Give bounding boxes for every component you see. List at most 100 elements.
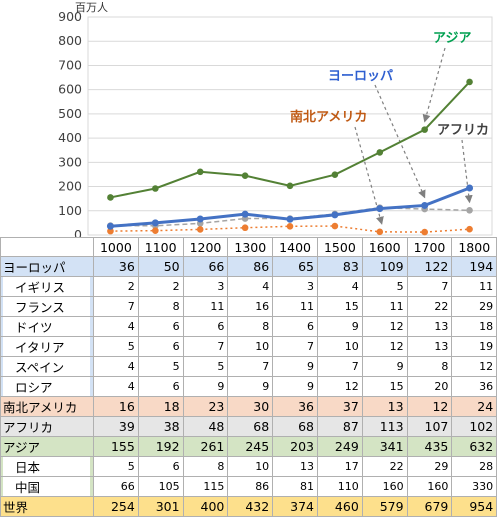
value-cell: 86: [227, 256, 274, 278]
value-cell: 9: [316, 316, 363, 338]
value-cell: 36: [272, 396, 318, 418]
value-cell: 12: [361, 336, 408, 358]
row-label: 中国: [0, 476, 94, 498]
value-cell: 122: [406, 256, 453, 278]
value-cell: 4: [316, 276, 363, 298]
table-row: 中国 66 105 115 86 81 110 160 160 330: [0, 476, 497, 498]
value-cell: 13: [361, 396, 408, 418]
table-row: アジア 155 192 261 245 203 249 341 435 632: [0, 436, 497, 458]
value-cell: 4: [93, 356, 139, 378]
value-cell: 301: [137, 496, 184, 517]
value-cell: 7: [406, 276, 453, 298]
value-cell: 11: [451, 276, 497, 298]
value-cell: 66: [93, 476, 139, 498]
value-cell: 18: [137, 396, 184, 418]
value-cell: 249: [316, 436, 363, 458]
value-cell: 5: [93, 456, 139, 478]
value-cell: 36: [93, 256, 139, 278]
value-cell: 12: [406, 396, 453, 418]
year-header-cell: 1100: [137, 236, 184, 258]
row-label-text: イギリス: [3, 277, 90, 296]
value-cell: 87: [316, 416, 363, 438]
year-header-cell: 1000: [93, 236, 139, 258]
year-header-cell: 1500: [316, 236, 363, 258]
value-cell: 5: [137, 356, 184, 378]
value-cell: 374: [272, 496, 318, 517]
value-cell: 12: [361, 316, 408, 338]
data-point: [241, 172, 249, 179]
value-cell: 9: [182, 376, 229, 398]
value-cell: 8: [182, 456, 229, 478]
value-cell: 83: [316, 256, 363, 278]
value-cell: 341: [361, 436, 408, 458]
data-point: [421, 126, 428, 133]
value-cell: 20: [406, 376, 453, 398]
row-label: イタリア: [0, 336, 94, 358]
value-cell: 102: [451, 416, 497, 438]
value-cell: 66: [182, 256, 229, 278]
value-cell: 86: [227, 476, 274, 498]
data-point: [286, 182, 294, 190]
data-point: [466, 184, 474, 192]
data-point: [241, 210, 249, 218]
table-header-row: 1000 1100 1200 1300 1400 1500 1600 1700 1800: [0, 236, 497, 258]
data-point: [151, 219, 159, 227]
value-cell: 39: [93, 416, 139, 438]
value-cell: 7: [316, 356, 363, 378]
value-cell: 203: [272, 436, 318, 458]
row-label-text: フランス: [3, 297, 90, 316]
table-row: イタリア 5 6 7 10 7 10 12 13 19: [0, 336, 497, 358]
value-cell: 11: [182, 296, 229, 318]
value-cell: 15: [361, 376, 408, 398]
y-tick-label: 500: [58, 106, 82, 121]
value-cell: 8: [406, 356, 453, 378]
data-point: [376, 205, 384, 213]
row-label: イギリス: [0, 276, 94, 298]
table-row: ヨーロッパ 36 50 66 86 65 83 109 122 194: [0, 256, 497, 278]
data-point: [152, 227, 159, 234]
value-cell: 28: [451, 456, 497, 478]
value-cell: 10: [316, 336, 363, 358]
value-cell: 3: [182, 276, 229, 298]
value-cell: 17: [316, 456, 363, 478]
value-cell: 12: [451, 356, 497, 378]
value-cell: 9: [227, 376, 274, 398]
value-cell: 579: [361, 496, 408, 517]
value-cell: 110: [316, 476, 363, 498]
value-cell: 2: [137, 276, 184, 298]
table-row: ロシア 4 6 9 9 9 12 15 20 36: [0, 376, 497, 398]
row-label-text: スペイン: [3, 357, 90, 376]
value-cell: 330: [451, 476, 497, 498]
data-point: [466, 206, 473, 214]
row-label: ドイツ: [0, 316, 94, 338]
data-point: [331, 171, 339, 178]
value-cell: 632: [451, 436, 497, 458]
value-cell: 7: [272, 336, 318, 358]
value-cell: 954: [451, 496, 497, 517]
value-cell: 37: [316, 396, 363, 418]
row-label: スペイン: [0, 356, 94, 378]
value-cell: 8: [227, 316, 274, 338]
value-cell: 48: [182, 416, 229, 438]
value-cell: 5: [182, 356, 229, 378]
value-cell: 36: [451, 376, 497, 398]
table-row: 世界 254 301 400 432 374 460 579 679 954: [0, 496, 497, 517]
annotation-arrow: [354, 126, 384, 225]
year-header-cell: 1800: [451, 236, 497, 258]
value-cell: 9: [272, 356, 318, 378]
data-point: [107, 194, 114, 201]
value-cell: 30: [227, 396, 274, 418]
value-cell: 261: [182, 436, 229, 458]
value-cell: 6: [272, 316, 318, 338]
value-cell: 10: [227, 456, 274, 478]
value-cell: 12: [316, 376, 363, 398]
y-tick-label: 800: [58, 33, 82, 48]
value-cell: 68: [272, 416, 318, 438]
value-cell: 10: [227, 336, 274, 358]
table-row: 南北アメリカ 16 18 23 30 36 37 13 12 24: [0, 396, 497, 418]
value-cell: 4: [93, 316, 139, 338]
value-cell: 6: [137, 336, 184, 358]
data-point: [196, 168, 204, 176]
table-row: 日本 5 6 8 10 13 17 22 29 28: [0, 456, 497, 478]
value-cell: 155: [93, 436, 139, 458]
